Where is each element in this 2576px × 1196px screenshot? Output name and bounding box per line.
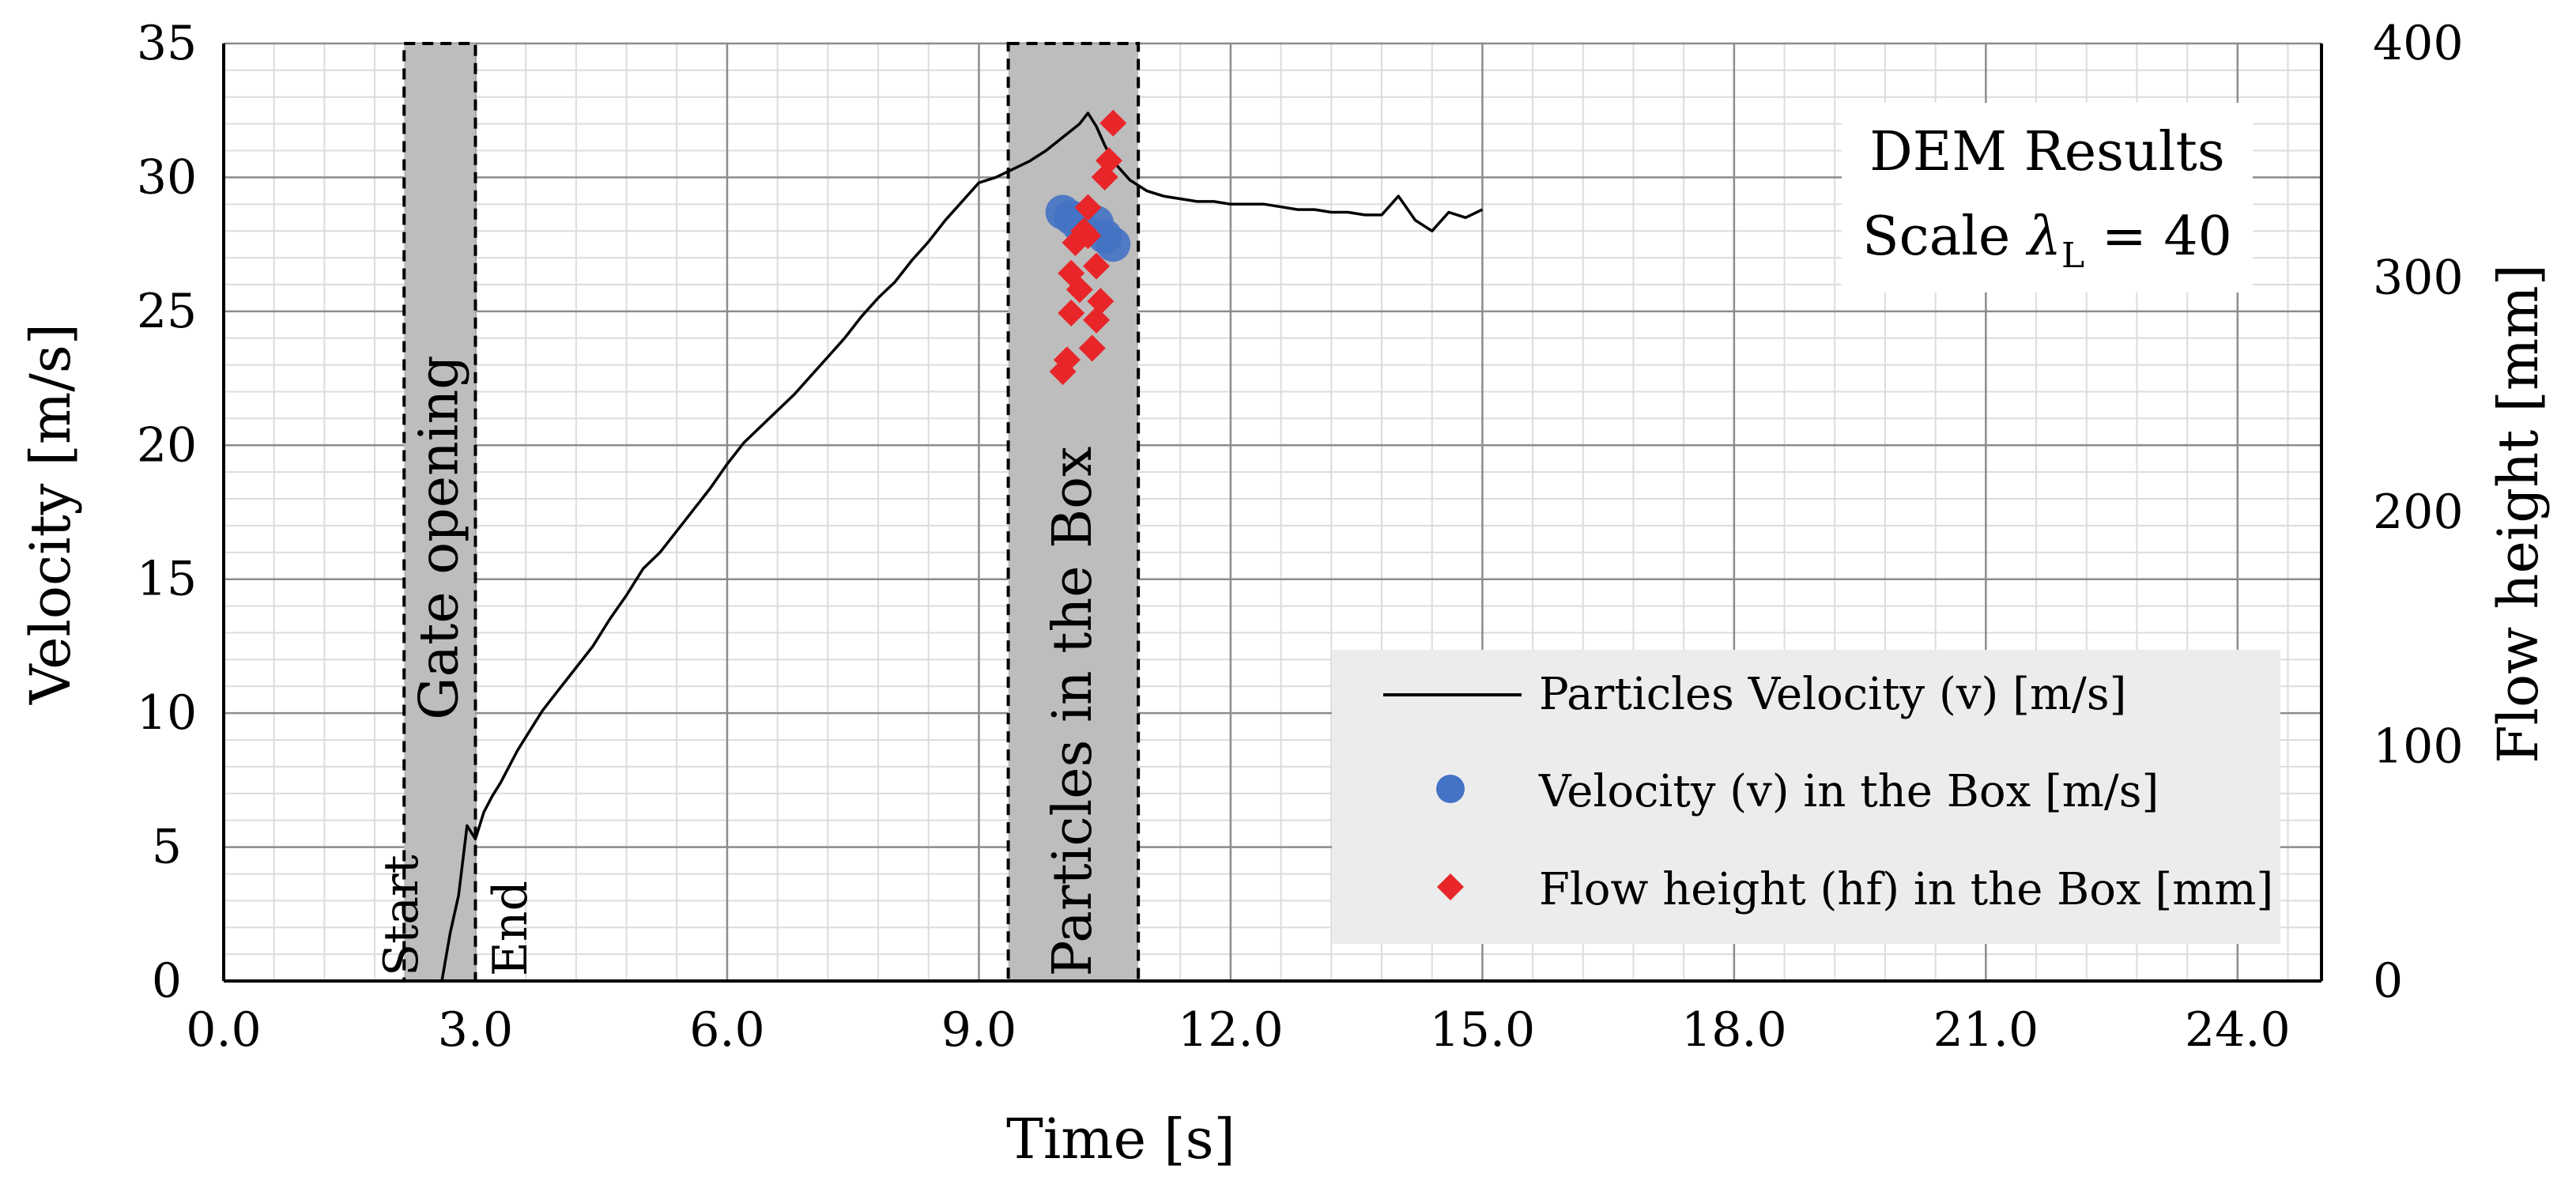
x-tick-label: 24.0 [2185,1002,2291,1058]
x-tick-label: 3.0 [438,1002,513,1058]
y-tick-label: 15 [137,552,197,607]
y-tick-label: 35 [137,16,197,71]
data-point-flow-height-in-box [1095,147,1122,175]
x-tick-label: 18.0 [1681,1002,1787,1058]
y-tick-label: 20 [137,417,197,473]
shaded-region-label: Gate opening [408,355,470,720]
shaded-regions: Gate opening Particles in the Box [402,42,1141,983]
y-axis-title: Velocity [m/s] [18,323,83,705]
y2-tick-label: 400 [2373,16,2464,71]
results-box-title: DEM Results [1869,121,2225,183]
y-tick-label: 5 [152,820,182,875]
x-axis-title: Time [s] [1006,1107,1235,1171]
y-tick-label: 0 [152,953,182,1009]
y-tick-label: 25 [137,284,197,339]
x-tick-label: 0.0 [186,1002,261,1058]
annotation-end: End [483,881,538,976]
tick-labels: 0.0 3.0 6.0 9.0 12.0 15.0 18.0 21.0 24.0 0 5 10 15 20… [137,16,2464,1058]
y2-tick-label: 200 [2373,485,2464,540]
data-point-flow-height-in-box [1053,346,1081,374]
data-point-flow-height-in-box [1058,259,1085,287]
x-tick-label: 12.0 [1178,1002,1284,1058]
data-point-flow-height-in-box [1074,222,1102,250]
legend-entry-label: Velocity (v) in the Box [m/s] [1538,766,2159,817]
data-point-flow-height-in-box [1074,194,1102,221]
y-tick-label: 30 [137,149,197,205]
data-point-flow-height-in-box [1078,334,1106,362]
annotations: Start End [374,855,538,976]
legend-background [1332,650,2280,944]
legend-entry-label: Flow height (hf) in the Box [mm] [1539,864,2273,915]
y-tick-label: 10 [137,685,197,741]
data-point-flow-height-in-box [1099,109,1127,137]
x-tick-label: 6.0 [689,1002,764,1058]
data-point-flow-height-in-box [1058,299,1085,326]
y2-tick-label: 100 [2373,719,2464,775]
legend-entry-label: Particles Velocity (v) [m/s] [1539,669,2127,720]
axes [222,43,2323,983]
series-line-particles-velocity [440,111,1484,982]
legend: Particles Velocity (v) [m/s] Velocity (v)… [1332,650,2280,944]
legend-swatch-diamond [1437,873,1464,900]
y2-axis-title: Flow height [mm] [2486,264,2551,764]
results-box: DEM Results Scale λL = 40 [1842,103,2253,292]
y2-tick-label: 0 [2373,953,2403,1009]
data-point-flow-height-in-box [1087,288,1115,315]
y2-tick-label: 300 [2373,251,2464,306]
series-layer [440,109,1484,982]
x-tick-label: 9.0 [941,1002,1016,1058]
x-tick-label: 15.0 [1430,1002,1536,1058]
annotation-start: Start [374,855,429,976]
axis-titles: Time [s] Velocity [m/s] Flow height [mm] [18,264,2551,1171]
data-point-flow-height-in-box [1083,306,1111,334]
data-point-flow-height-in-box [1083,252,1111,280]
x-tick-label: 21.0 [1933,1002,2039,1058]
legend-swatch-circle [1436,775,1465,803]
shaded-region-gate-opening [402,42,477,983]
results-box-scale: Scale λL = 40 [1862,206,2232,276]
data-point-velocity-in-box [1096,227,1131,262]
results-box-background [1842,103,2253,292]
shaded-region-label: Particles in the Box [1042,447,1104,977]
